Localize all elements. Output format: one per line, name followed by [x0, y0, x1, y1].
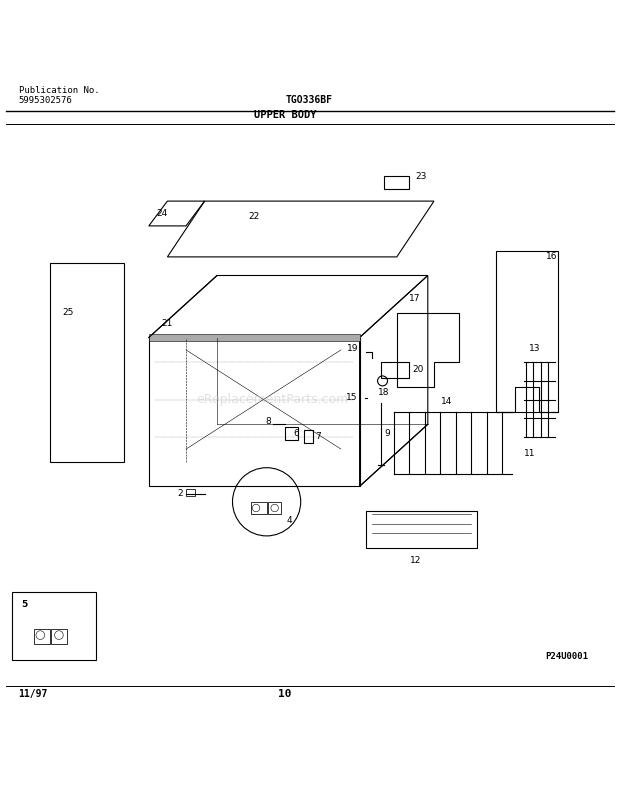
Text: 10: 10 [278, 689, 292, 699]
Bar [381, 362, 409, 378]
Text: 18: 18 [378, 388, 390, 397]
Text: 8: 8 [266, 417, 272, 426]
Text: 20: 20 [412, 365, 423, 374]
Text: 11/97: 11/97 [19, 689, 48, 699]
Bar [304, 431, 313, 443]
Polygon shape [149, 335, 360, 340]
Text: 4: 4 [286, 516, 292, 525]
Text: TGO336BF: TGO336BF [285, 95, 332, 105]
Text: 21: 21 [161, 319, 172, 328]
Text: UPPER BODY: UPPER BODY [254, 110, 316, 121]
Text: 23: 23 [415, 172, 427, 181]
Text: 25: 25 [62, 308, 73, 317]
Text: 7: 7 [315, 432, 321, 441]
Text: eReplacementParts.com: eReplacementParts.com [197, 393, 349, 406]
Bar [384, 177, 409, 189]
Bar [251, 502, 267, 515]
Bar [268, 502, 281, 515]
Text: 11: 11 [525, 449, 536, 458]
Text: 14: 14 [441, 396, 452, 406]
Bar [51, 629, 67, 645]
Text: 16: 16 [546, 252, 557, 261]
Bar [186, 490, 195, 495]
Text: P24U0001: P24U0001 [546, 652, 588, 662]
Text: 5: 5 [22, 599, 28, 609]
Text: 15: 15 [345, 393, 357, 402]
Text: 19: 19 [347, 344, 358, 353]
Text: 2: 2 [177, 489, 183, 499]
Text: Publication No.
5995302576: Publication No. 5995302576 [19, 85, 99, 105]
Text: 17: 17 [409, 294, 421, 304]
Bar [34, 629, 50, 645]
Bar [285, 427, 298, 439]
Text: 6: 6 [293, 429, 299, 438]
Text: 13: 13 [529, 344, 540, 353]
Text: 22: 22 [248, 212, 259, 221]
Text: 9: 9 [384, 429, 390, 438]
Text: 12: 12 [410, 556, 421, 565]
Text: 24: 24 [156, 209, 167, 218]
